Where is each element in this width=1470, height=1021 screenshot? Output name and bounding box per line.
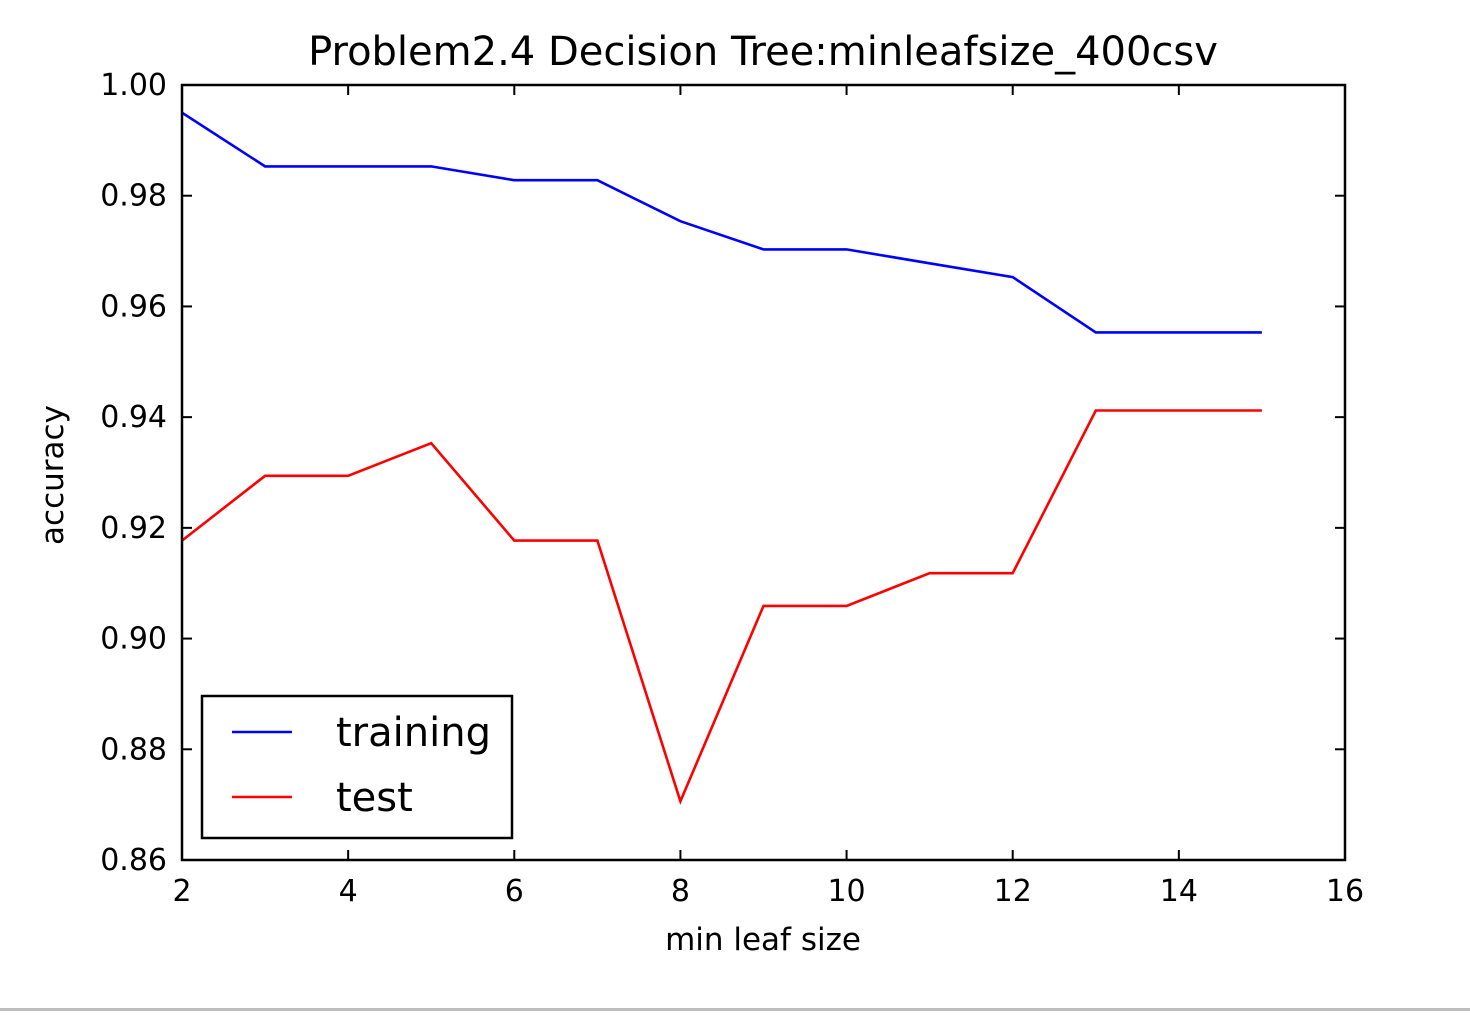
axes-frame — [180, 83, 1347, 862]
x-tick-label: 8 — [671, 874, 690, 909]
axes: 2 4 6 8 10 12 14 16 0.86 0.88 0.90 0.92 0.94 0.96 0.98… — [100, 68, 1364, 909]
legend-label-training: training — [336, 710, 491, 756]
x-tick-label: 4 — [339, 874, 358, 909]
x-tick-label: 12 — [994, 874, 1032, 909]
y-tick-label: 0.90 — [100, 622, 167, 657]
legend: training test — [200, 694, 514, 840]
x-axis-label: min leaf size — [665, 922, 861, 958]
y-tick-label: 0.94 — [100, 400, 167, 435]
x-tick-label: 2 — [172, 874, 191, 909]
y-tick-label: 0.98 — [100, 179, 167, 214]
y-tick-label: 1.00 — [100, 68, 167, 103]
series-line-training — [181, 111, 1262, 334]
legend-label-test: test — [336, 775, 413, 821]
chart-title: Problem2.4 Decision Tree:minleafsize_400… — [308, 29, 1218, 75]
window-bottom-border — [0, 1008, 1470, 1021]
series-line-test — [181, 409, 1262, 806]
x-tick-label: 10 — [827, 874, 865, 909]
x-tick-label: 14 — [1160, 874, 1198, 909]
y-tick-label: 0.96 — [100, 289, 167, 324]
y-tick-label: 0.92 — [100, 511, 167, 546]
x-tick-label: 6 — [505, 874, 524, 909]
plot-area — [181, 111, 1262, 806]
x-tick-label: 16 — [1326, 874, 1364, 909]
y-axis-label: accuracy — [35, 405, 71, 545]
legend-box — [200, 694, 514, 840]
y-tick-label: 0.88 — [100, 732, 167, 767]
y-tick-label: 0.86 — [100, 843, 167, 878]
